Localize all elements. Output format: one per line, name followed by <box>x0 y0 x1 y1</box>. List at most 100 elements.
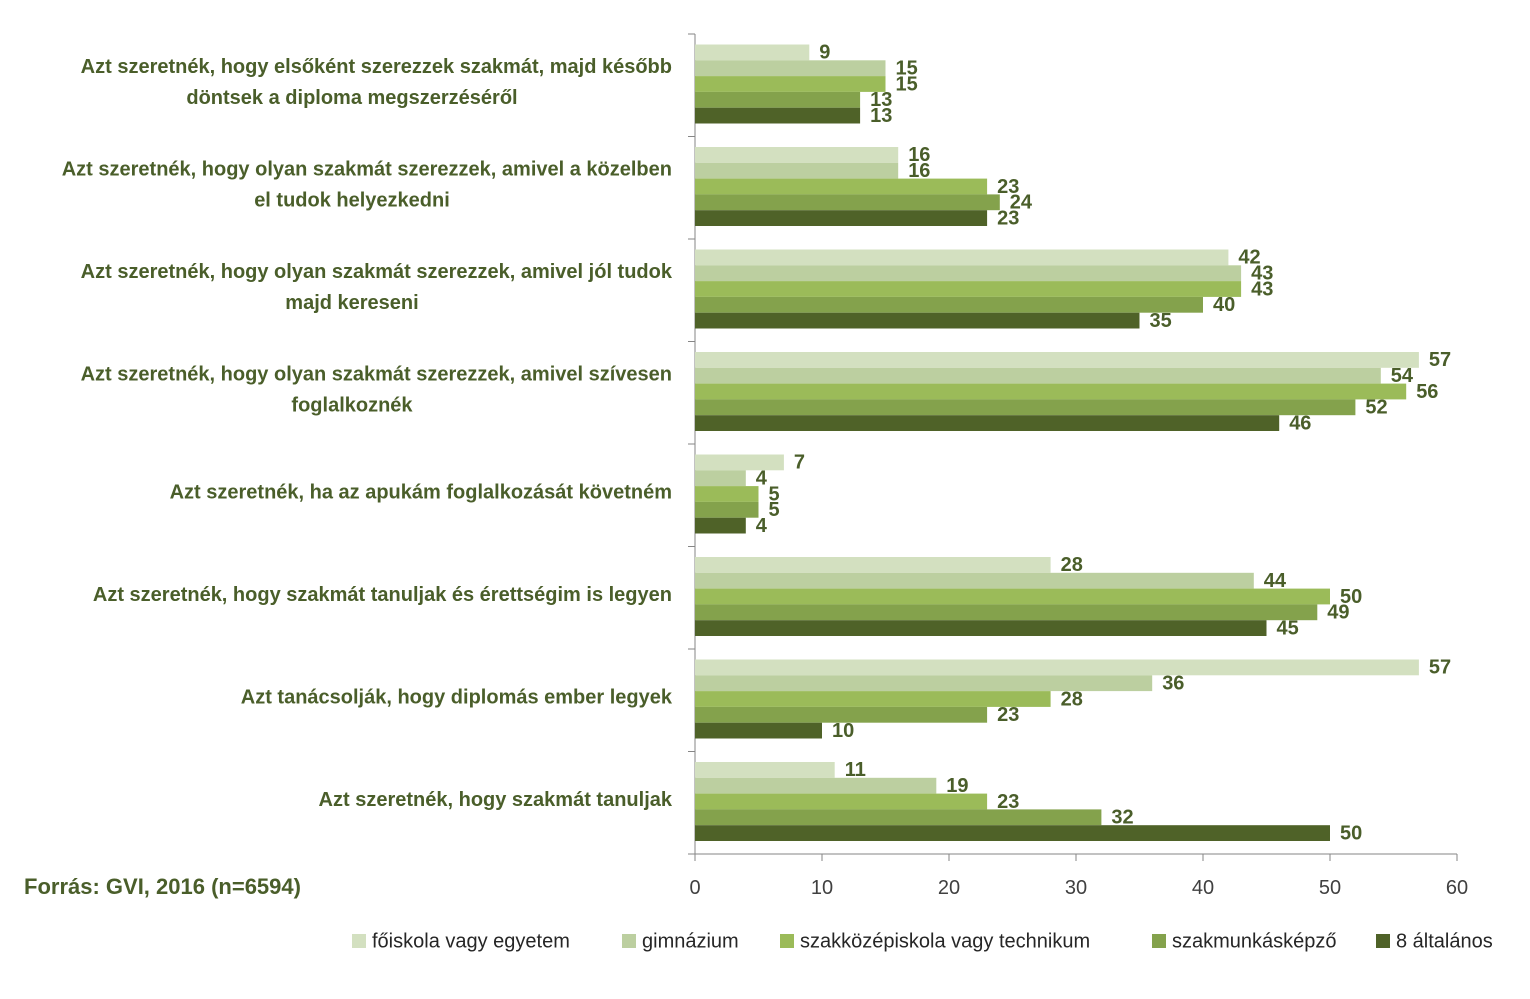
data-label: 35 <box>1150 310 1172 332</box>
data-label: 9 <box>819 42 830 64</box>
data-label: 16 <box>908 160 930 182</box>
bar <box>695 691 1051 707</box>
category-label: Azt szeretnék, hogy olyan szakmát szerez… <box>62 159 672 181</box>
legend-swatch <box>1152 934 1166 948</box>
bar <box>695 620 1267 636</box>
data-label: 36 <box>1162 672 1184 694</box>
bar <box>695 777 937 794</box>
data-label: 13 <box>870 105 892 127</box>
data-label: 5 <box>769 483 780 505</box>
x-tick-label: 60 <box>1446 877 1468 899</box>
data-label: 23 <box>997 207 1019 229</box>
data-label: 23 <box>997 704 1019 726</box>
legend-label: gimnázium <box>642 930 739 952</box>
legend-swatch <box>352 934 366 948</box>
data-label: 40 <box>1213 294 1235 316</box>
bar <box>695 454 784 471</box>
x-tick-label: 50 <box>1319 877 1341 899</box>
bar <box>695 572 1254 589</box>
bar <box>695 76 886 92</box>
x-tick-label: 30 <box>1065 877 1087 899</box>
bar <box>695 675 1153 692</box>
bar <box>695 162 899 179</box>
data-label: 43 <box>1251 262 1273 284</box>
category-label: döntsek a diploma megszerzéséről <box>186 87 517 109</box>
data-label: 23 <box>997 176 1019 198</box>
category-label: el tudok helyezkedni <box>254 190 450 212</box>
data-label: 50 <box>1340 822 1362 844</box>
bar <box>695 399 1356 416</box>
data-label: 4 <box>756 515 768 537</box>
bar <box>695 659 1419 676</box>
data-label: 4 <box>756 467 768 489</box>
bar <box>695 809 1102 826</box>
data-label: 32 <box>1111 807 1133 829</box>
data-label: 52 <box>1365 397 1387 419</box>
data-label: 13 <box>870 89 892 111</box>
data-label: 44 <box>1264 570 1287 592</box>
data-label: 46 <box>1289 412 1311 434</box>
legend-label: szakmunkásképző <box>1172 930 1337 952</box>
category-label: Azt szeretnék, hogy szakmát tanuljak és … <box>93 584 672 606</box>
bar <box>695 557 1051 573</box>
legend-label: szakközépiskola vagy technikum <box>800 930 1090 952</box>
bar <box>695 825 1330 841</box>
x-tick-label: 0 <box>689 877 700 899</box>
data-label: 28 <box>1061 554 1083 576</box>
bar <box>695 312 1140 329</box>
data-label: 57 <box>1429 349 1451 371</box>
bar <box>695 178 988 195</box>
data-label: 45 <box>1277 617 1299 639</box>
bar <box>695 706 988 723</box>
bar <box>695 265 1242 282</box>
bar <box>695 501 759 518</box>
category-label: Azt szeretnék, hogy szakmát tanuljak <box>319 789 673 811</box>
data-label: 57 <box>1429 657 1451 679</box>
bar <box>695 147 899 163</box>
data-label: 7 <box>794 452 805 474</box>
legend-swatch <box>780 934 794 948</box>
bar <box>695 486 759 502</box>
data-label: 15 <box>896 73 918 95</box>
data-label: 5 <box>769 499 780 521</box>
bar <box>695 60 886 77</box>
bar <box>695 470 746 487</box>
bar <box>695 281 1242 297</box>
bar <box>695 722 822 739</box>
x-tick-label: 20 <box>938 877 960 899</box>
legend-swatch <box>1376 934 1390 948</box>
source-note: Forrás: GVI, 2016 (n=6594) <box>24 874 301 899</box>
bar <box>695 762 835 778</box>
legend-label: főiskola vagy egyetem <box>372 930 570 952</box>
data-label: 16 <box>908 144 930 166</box>
bar <box>695 604 1318 621</box>
data-label: 10 <box>832 720 854 742</box>
data-label: 42 <box>1238 247 1260 269</box>
bar <box>695 194 1000 211</box>
legend-label: 8 általános <box>1396 930 1493 952</box>
bar <box>695 517 746 534</box>
data-label: 19 <box>946 775 968 797</box>
data-label: 50 <box>1340 586 1362 608</box>
category-label: foglalkoznék <box>291 395 413 417</box>
bar <box>695 296 1203 313</box>
bar <box>695 107 861 124</box>
bar <box>695 367 1381 384</box>
category-label: Azt szeretnék, hogy olyan szakmát szerez… <box>81 364 672 386</box>
category-label: Azt szeretnék, hogy olyan szakmát szerez… <box>81 261 673 283</box>
bar <box>695 415 1280 431</box>
data-label: 43 <box>1251 278 1273 300</box>
data-label: 54 <box>1391 365 1414 387</box>
bar <box>695 249 1229 266</box>
legend-swatch <box>622 934 636 948</box>
data-label: 56 <box>1416 381 1438 403</box>
bar <box>695 91 861 108</box>
category-label: Azt szeretnék, hogy elsőként szerezzek s… <box>81 56 672 78</box>
bar <box>695 383 1407 400</box>
data-label: 24 <box>1010 192 1033 214</box>
data-label: 49 <box>1327 602 1349 624</box>
data-label: 23 <box>997 791 1019 813</box>
x-tick-label: 40 <box>1192 877 1214 899</box>
